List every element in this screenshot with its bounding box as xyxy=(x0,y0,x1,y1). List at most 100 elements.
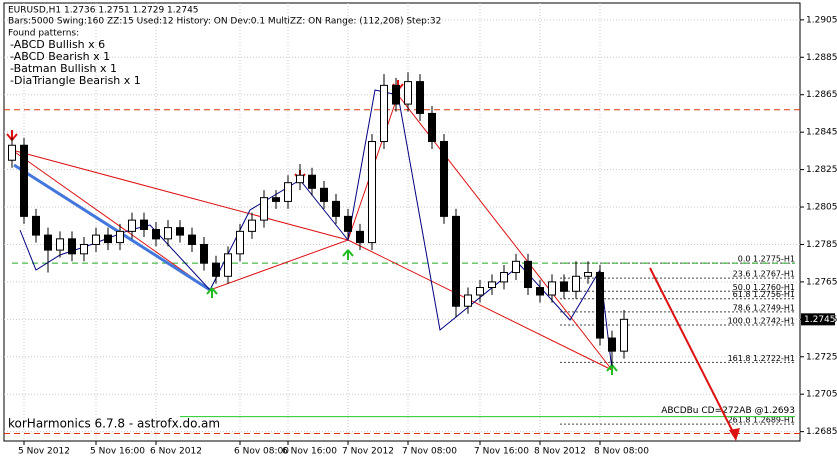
buy-arrow xyxy=(206,287,218,298)
candle-body xyxy=(356,230,364,244)
candle-body xyxy=(452,215,460,307)
fib-label: 50.0 1.2760-H1 xyxy=(733,283,795,292)
candle-body xyxy=(548,281,556,296)
last-price-box xyxy=(801,313,835,326)
candle-body xyxy=(296,174,304,184)
pattern-entry: -ABCD Bearish x 1 xyxy=(10,50,110,63)
y-tick-label: 1.2705 xyxy=(806,390,837,400)
candle-body xyxy=(524,260,532,289)
candle-body xyxy=(332,200,340,217)
fib-label: 23.6 1.2767-H1 xyxy=(733,270,795,279)
candle-body xyxy=(380,84,388,143)
y-tick-label: 1.2805 xyxy=(806,203,837,213)
candle-body xyxy=(620,318,628,352)
candle-body xyxy=(68,238,76,255)
candle-body xyxy=(272,197,280,202)
x-tick-label: 6 Nov 16:00 xyxy=(282,447,337,457)
overlays: 0.0 1.2775-H1 23.6 1.2767-H1 50.0 1.2760-H… xyxy=(4,109,800,435)
x-tick-label: 7 Nov 2012 xyxy=(342,447,394,457)
candle-body xyxy=(464,294,472,307)
y-tick-label: 1.2905 xyxy=(806,15,837,25)
fib-label: 78.6 1.2749-H1 xyxy=(733,303,795,312)
footer: korHarmonics 6.7.8 - astrofx.do.am xyxy=(8,417,220,431)
candle-body xyxy=(20,144,28,217)
patterns-list: -ABCD Bullish x 6-ABCD Bearish x 1-Batma… xyxy=(10,38,141,87)
pattern-entry: -Batman Bullish x 1 xyxy=(10,62,117,75)
candle-body xyxy=(80,243,88,255)
x-tick-label: 8 Nov 08:00 xyxy=(594,447,649,457)
y-tick-label: 1.2865 xyxy=(806,90,837,100)
candle-body xyxy=(560,281,568,292)
candle-body xyxy=(416,81,424,114)
buy-arrow xyxy=(606,364,618,375)
candle-body xyxy=(428,112,436,143)
pattern-line xyxy=(19,224,211,291)
candle-body xyxy=(284,182,292,202)
y-tick-label: 1.2685 xyxy=(806,427,837,437)
fib-label: 261.8 1.2689-H1 xyxy=(728,416,795,425)
candle-body xyxy=(176,227,184,236)
candle-body xyxy=(488,281,496,289)
y-tick-label: 1.2845 xyxy=(806,128,837,138)
arrow-head xyxy=(729,428,740,441)
candle-body xyxy=(320,187,328,202)
fib-label: 161.8 1.2722-H1 xyxy=(728,354,795,363)
last-price-label: 1.2745 xyxy=(804,315,836,325)
candle-body xyxy=(248,219,256,232)
candle-body xyxy=(368,141,376,244)
y-tick-label: 1.2785 xyxy=(806,240,837,250)
candle-body xyxy=(164,227,172,240)
candle-body xyxy=(140,219,148,230)
candle-body xyxy=(92,234,100,245)
candle-body xyxy=(152,228,160,240)
candles xyxy=(8,72,628,367)
plot-frame xyxy=(3,2,801,442)
candle-body xyxy=(236,230,244,255)
candle-body xyxy=(200,243,208,264)
candle-body xyxy=(572,275,580,292)
fib-label: 0.0 1.2775-H1 xyxy=(738,255,795,264)
candle-body xyxy=(344,215,352,232)
x-tick-label: 5 Nov 2012 xyxy=(18,447,70,457)
candle-body xyxy=(476,287,484,296)
candle-body xyxy=(440,141,448,217)
pattern-entry: -DiaTriangle Bearish x 1 xyxy=(10,74,141,87)
x-tick-label: 6 Nov 08:00 xyxy=(234,447,289,457)
fib-label: 61.8 1.2756-H1 xyxy=(733,290,795,299)
fib-label: 100.0 1.2742-H1 xyxy=(728,316,795,325)
target-label: ABCDBu CD=272AB @1.2693 xyxy=(661,406,795,416)
pattern-line xyxy=(13,163,211,292)
candle-body xyxy=(260,197,268,221)
candle-body xyxy=(188,234,196,245)
y-tick-label: 1.2725 xyxy=(806,352,837,362)
candle-body xyxy=(608,337,616,352)
x-tick-label: 7 Nov 16:00 xyxy=(474,447,529,457)
x-tick-label: 5 Nov 16:00 xyxy=(90,447,145,457)
y-tick-label: 1.2765 xyxy=(806,277,837,287)
candle-body xyxy=(128,219,136,232)
candle-body xyxy=(584,272,592,277)
candle-body xyxy=(8,144,16,161)
candle-body xyxy=(32,215,40,236)
candle-body xyxy=(404,81,412,105)
chart-title: EURUSD,H1 1.2736 1.2751 1.2729 1.2745 xyxy=(8,6,199,16)
candle-body xyxy=(536,287,544,296)
y-tick-label: 1.2825 xyxy=(806,165,837,175)
projection-arrow xyxy=(649,267,737,439)
candle-body xyxy=(512,260,520,274)
y-tick-label: 1.2885 xyxy=(806,53,837,63)
x-tick-label: 7 Nov 08:00 xyxy=(402,447,457,457)
candle-body xyxy=(44,234,52,251)
chart-subtitle: Bars:5000 Swing:160 ZZ:15 Used:12 Histor… xyxy=(8,17,441,27)
candle-body xyxy=(392,84,400,105)
candle-body xyxy=(104,234,112,244)
candle-body xyxy=(116,230,124,244)
x-tick-label: 8 Nov 2012 xyxy=(534,447,586,457)
candle-body xyxy=(212,262,220,277)
candle-body xyxy=(224,253,232,277)
x-tick-label: 6 Nov 2012 xyxy=(150,447,202,457)
pattern-entry: -ABCD Bullish x 6 xyxy=(10,38,105,51)
buy-arrow xyxy=(342,249,354,260)
